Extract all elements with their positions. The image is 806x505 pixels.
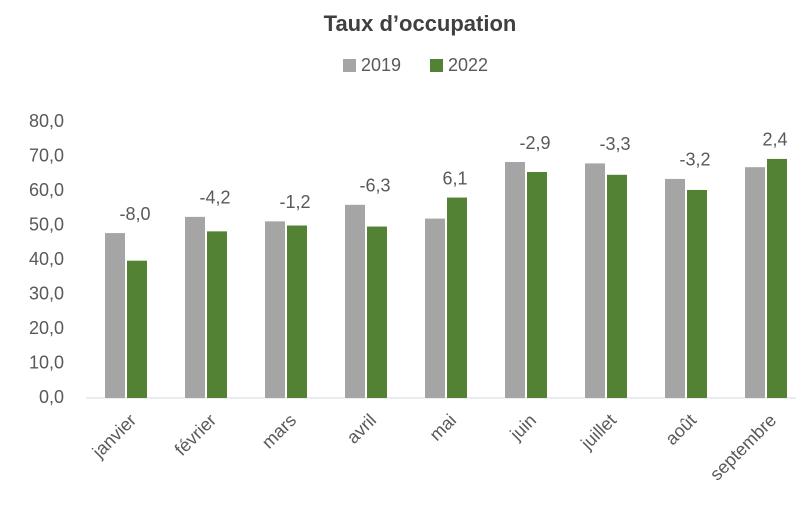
x-tick-label: juin (506, 410, 541, 445)
data-label: -3,2 (679, 150, 710, 170)
bar (105, 233, 125, 398)
data-label: -3,3 (599, 134, 630, 154)
legend-swatch (430, 59, 443, 72)
x-tick-label: septembre (706, 410, 780, 484)
legend-swatch (343, 59, 356, 72)
y-tick-label: 50,0 (29, 214, 64, 234)
bar (265, 221, 285, 398)
bar (585, 163, 605, 398)
data-label: 6,1 (442, 168, 467, 188)
y-tick-label: 30,0 (29, 283, 64, 303)
chart-title: Taux d’occupation (324, 11, 517, 36)
x-tick-label: janvier (88, 410, 140, 462)
data-label: -8,0 (119, 204, 150, 224)
data-label: -1,2 (279, 192, 310, 212)
bar (505, 162, 525, 398)
bar (287, 225, 307, 398)
bar (687, 189, 707, 398)
legend-label: 2019 (361, 55, 401, 75)
y-tick-label: 0,0 (39, 387, 64, 407)
bar (185, 216, 205, 398)
x-tick-label: août (661, 410, 700, 449)
y-tick-label: 10,0 (29, 352, 64, 372)
bar (207, 231, 227, 398)
x-tick-label: mars (258, 410, 300, 452)
y-tick-label: 40,0 (29, 249, 64, 269)
bar (607, 174, 627, 398)
x-tick-label: avril (343, 410, 380, 447)
x-tick-label: juillet (576, 410, 620, 454)
legend-label: 2022 (448, 55, 488, 75)
data-label: -2,9 (519, 133, 550, 153)
bar (745, 167, 765, 398)
data-label: 2,4 (762, 130, 787, 150)
x-tick-label: mai (426, 410, 461, 445)
bar (767, 158, 787, 398)
data-label: -4,2 (199, 188, 230, 208)
y-tick-label: 70,0 (29, 145, 64, 165)
bar (665, 178, 685, 398)
bar (425, 218, 445, 398)
y-tick-label: 80,0 (29, 111, 64, 131)
bar (447, 197, 467, 398)
bar (127, 260, 147, 398)
bar (345, 204, 365, 398)
y-tick-label: 60,0 (29, 180, 64, 200)
bar (527, 172, 547, 398)
data-label: -6,3 (359, 176, 390, 196)
x-tick-label: février (171, 410, 221, 460)
y-tick-label: 20,0 (29, 318, 64, 338)
bar (367, 226, 387, 398)
